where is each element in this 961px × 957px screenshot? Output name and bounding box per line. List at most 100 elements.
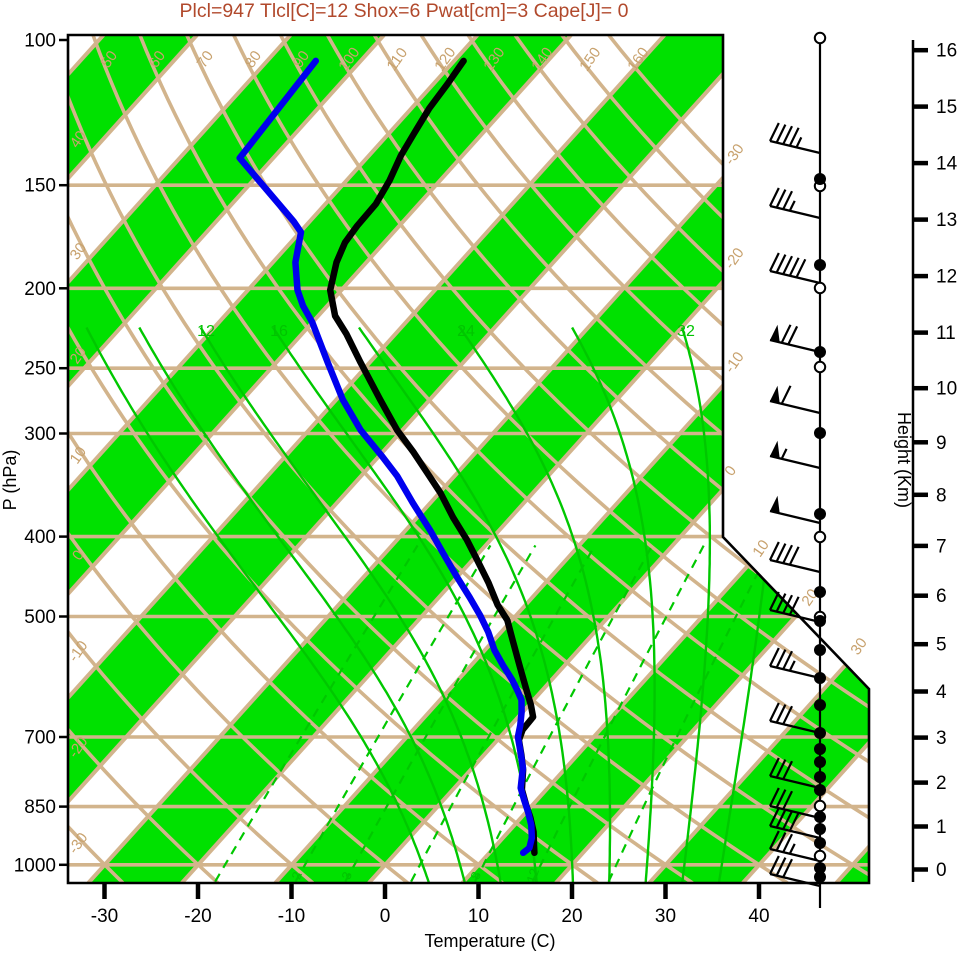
moist-adiabat-label: 24	[457, 323, 475, 340]
wind-level-circle	[813, 530, 827, 544]
wind-barb-flag	[770, 495, 780, 514]
height-tick-label: 6	[936, 586, 947, 607]
dry-adiabat-line	[68, 35, 599, 883]
wind-barb-full	[782, 650, 793, 670]
wind-level-dot	[814, 427, 826, 439]
wind-barb-half	[788, 843, 796, 855]
height-tick-label: 4	[936, 682, 947, 703]
dry-adiabat-line	[325, 35, 869, 883]
pressure-tick-label: 250	[24, 359, 56, 380]
pressure-tick-label: 200	[24, 279, 56, 300]
wind-barb-flag	[770, 385, 780, 404]
dry-adiabat-line	[185, 35, 869, 883]
wind-barb-full	[788, 596, 800, 616]
wind-barb-full	[775, 254, 787, 274]
x-tick-label: -10	[278, 906, 305, 927]
mixing-ratio-label: 2	[288, 870, 305, 882]
x-tick-label: 40	[748, 906, 769, 927]
pressure-tick-label: 100	[24, 31, 56, 52]
wind-barb-staff	[769, 139, 821, 155]
wind-barb-full	[782, 255, 793, 275]
mixing-ratio-label: 3	[338, 870, 355, 882]
sounding-profiles	[236, 57, 538, 857]
wind-barb-full	[782, 190, 793, 210]
wind-barb-full	[782, 594, 793, 614]
height-tick-label: 16	[936, 41, 957, 62]
chart-title: Plcl=947 Tlcl[C]=12 Shox=6 Pwat[cm]=3 Ca…	[180, 0, 629, 22]
wind-barb-full	[788, 127, 800, 147]
wind-barb-full	[769, 830, 780, 850]
x-tick-label: 0	[380, 906, 391, 927]
isotherm-edge-label: -10	[721, 349, 747, 377]
wind-level-dot	[814, 862, 826, 874]
dry-adiabat-label: 50	[98, 48, 121, 71]
pressure-tick-label: 850	[24, 797, 56, 818]
wind-barb-staff	[769, 847, 821, 863]
x-tick-label: -20	[184, 906, 211, 927]
isotherm-line	[68, 35, 573, 883]
isotherm-line	[68, 35, 479, 883]
wind-level-circle	[813, 360, 827, 374]
wind-barb-staff	[769, 399, 821, 415]
isotherm-line	[68, 35, 199, 883]
wind-barb-full	[775, 759, 787, 779]
dry-adiabat-line	[279, 35, 869, 883]
wind-barb-full	[782, 705, 793, 725]
wind-level-dot	[814, 837, 826, 849]
wind-barb-staff	[769, 454, 821, 470]
wind-barb-full	[769, 807, 780, 827]
wind-barb-full	[795, 258, 807, 278]
wind-level-dot	[814, 346, 826, 358]
wind-barb-full	[769, 252, 780, 272]
wind-barb-full	[775, 832, 787, 852]
isotherm-band	[68, 35, 384, 883]
wind-level-dot	[814, 771, 826, 783]
wind-barb-flag	[770, 324, 780, 343]
wind-barb-staff	[769, 872, 821, 888]
height-tick-label: 0	[936, 860, 947, 881]
wind-level-circle	[813, 31, 827, 45]
wind-level-dot	[814, 259, 826, 271]
wind-barb-full	[775, 857, 787, 877]
wind-barb-full	[775, 649, 787, 669]
dry-adiabat-label: 70	[194, 48, 217, 71]
dry-adiabat-line	[513, 35, 869, 883]
isotherm-line	[68, 35, 292, 883]
height-tick-label: 7	[936, 536, 947, 557]
wind-barb-half	[788, 200, 796, 212]
isotherm-line	[273, 35, 869, 883]
wind-level-circle	[813, 849, 827, 863]
height-tick-label: 15	[936, 97, 957, 118]
moist-adiabat-line	[459, 326, 612, 883]
wind-barb-full	[775, 543, 787, 563]
wind-barb-staff	[769, 269, 821, 285]
wind-barb-full	[769, 702, 780, 722]
dry-adiabat-line	[68, 35, 220, 883]
plot-border	[66, 33, 871, 885]
pressure-tick-label: 150	[24, 176, 56, 197]
wind-barb-full	[769, 541, 780, 561]
wind-barb-full	[775, 593, 787, 613]
height-tick-label: 13	[936, 210, 957, 231]
isotherm-bands	[68, 35, 869, 883]
wind-level-dot	[814, 823, 826, 835]
wind-barb-staff	[769, 338, 821, 354]
wind-barb-full	[782, 790, 793, 810]
pressure-tick-label: 1000	[14, 855, 56, 876]
wind-barb-full	[769, 757, 780, 777]
pressure-tick-label: 500	[24, 607, 56, 628]
dry-adiabat-label: 150	[576, 44, 604, 74]
wind-level-dot	[814, 784, 826, 796]
mixing-ratio-line	[214, 544, 419, 883]
wind-barb-staff	[769, 608, 821, 624]
x-tick-label: 20	[561, 906, 582, 927]
dry-adiabat-label: 90	[290, 48, 313, 71]
wind-barb-half	[780, 448, 788, 460]
axes: -30 -20 -10 0 10 20 30 401001502002503004005007…	[14, 31, 958, 928]
wind-level-dot	[814, 672, 826, 684]
wind-level-dot	[814, 644, 826, 656]
isotherm-edge-label: 30	[847, 635, 870, 658]
wind-level-dot	[814, 508, 826, 520]
moist-adiabat-line	[571, 326, 656, 883]
